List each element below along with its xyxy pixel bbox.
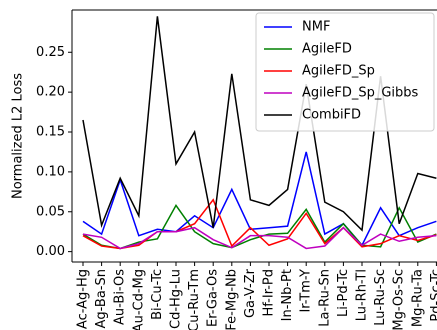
x-tick-label: Cd-Hg-Lu xyxy=(169,269,184,329)
x-tick-label: Au-Cd-Mg xyxy=(131,269,146,330)
x-tick-label: Li-Pd-Tc xyxy=(336,269,351,317)
y-tick-label: 0.00 xyxy=(36,244,65,259)
y-axis-label: Normalized L2 Loss xyxy=(11,73,26,199)
legend-label: NMF xyxy=(302,20,330,35)
y-tick-label: 0.15 xyxy=(36,125,65,140)
x-tick-label: Mg-Os-Sc xyxy=(392,269,407,330)
x-tick-label: Mg-Ru-Ta xyxy=(410,269,425,327)
x-tick-label: In-Nb-Pt xyxy=(280,269,295,321)
y-tick-label: 0.10 xyxy=(36,164,65,179)
x-tick-label: Lu-Ru-Sc xyxy=(373,269,388,326)
x-tick-label: Bi-Cu-Tc xyxy=(150,269,165,320)
x-tick-label: Ir-Tm-Y xyxy=(299,269,314,313)
legend-label: CombiFD xyxy=(302,108,361,123)
x-tick-label: Au-Bi-Os xyxy=(113,269,128,325)
x-tick-label: Lu-Rh-Tl xyxy=(355,269,370,321)
x-tick-label: Cu-Ru-Tm xyxy=(187,269,202,330)
legend-box xyxy=(255,12,435,132)
series-line xyxy=(82,226,437,250)
x-tick-label: Ac-Ag-Hg xyxy=(76,269,91,329)
x-tick-label: Er-Ga-Os xyxy=(206,269,221,327)
x-tick-label: Ag-Ba-Sn xyxy=(94,269,109,328)
legend-label: AgileFD_Sp_Gibbs xyxy=(302,86,419,101)
x-tick-label: Pd-Sc-Tc xyxy=(429,269,437,322)
legend-label: AgileFD_Sp xyxy=(302,64,375,79)
y-tick-label: 0.05 xyxy=(36,204,65,219)
x-tick-label: La-Ru-Sn xyxy=(317,269,332,327)
x-tick-label: Hf-Ir-Pd xyxy=(262,269,277,316)
legend-label: AgileFD xyxy=(302,42,352,57)
x-tick-label: Ga-V-Zr xyxy=(243,268,258,318)
x-tick-label: Fe-Mg-Nb xyxy=(224,269,239,330)
series-line xyxy=(82,151,437,247)
y-tick-label: 0.25 xyxy=(36,45,65,60)
series-line xyxy=(82,198,437,250)
y-tick-label: 0.20 xyxy=(36,85,65,100)
